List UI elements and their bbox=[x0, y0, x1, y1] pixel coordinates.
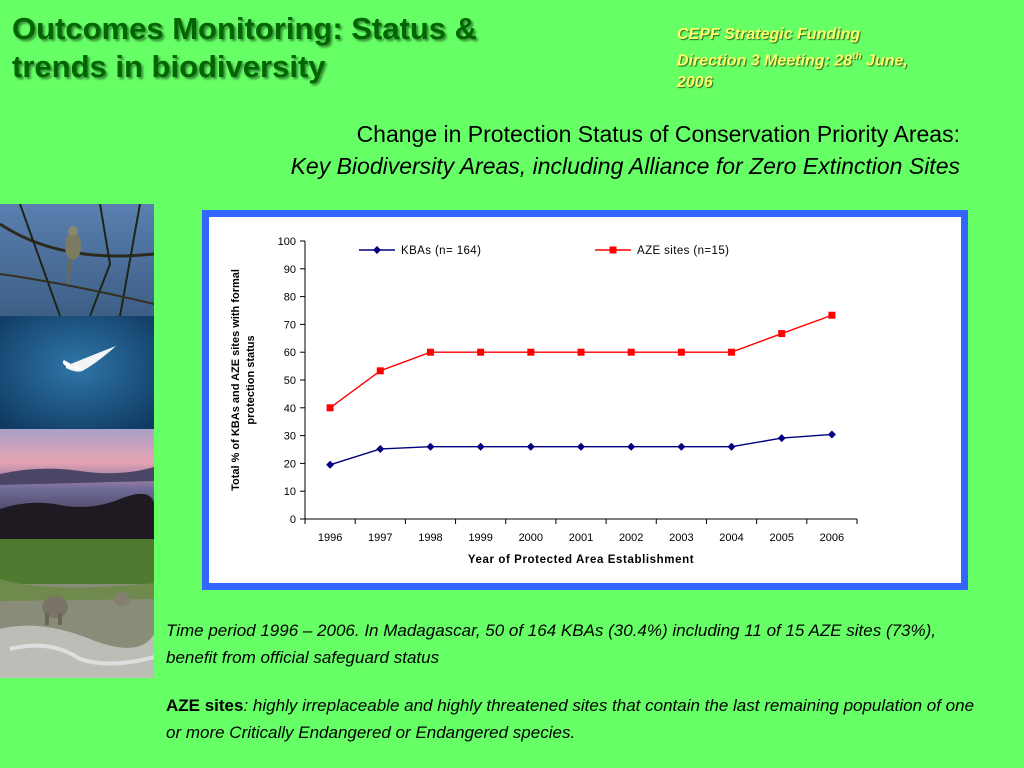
kba-data-point bbox=[577, 442, 585, 451]
chart-heading-line-1: Change in Protection Status of Conservat… bbox=[356, 121, 960, 147]
y-tick-label: 70 bbox=[284, 319, 296, 331]
x-tick-label: 2006 bbox=[820, 532, 844, 544]
protection-status-line-chart: 0 10 20 30 40 50 60 70 80 90 100 1996 1997 1998 1999 20… bbox=[230, 236, 858, 566]
x-tick-label: 1998 bbox=[418, 532, 442, 544]
kba-data-point bbox=[827, 430, 836, 439]
x-tick-label: 2003 bbox=[669, 532, 693, 544]
y-tick-label: 30 bbox=[284, 431, 296, 443]
x-tick-label: 1996 bbox=[318, 532, 342, 544]
chart-area: 0 10 20 30 40 50 60 70 80 90 100 1996 1997 1998 1999 20… bbox=[209, 217, 961, 583]
aze-data-point bbox=[376, 367, 384, 375]
x-axis-title: Year of Protected Area Establishment bbox=[468, 554, 694, 566]
y-tick-label: 50 bbox=[284, 375, 296, 387]
y-tick-label: 90 bbox=[284, 264, 296, 276]
aze-data-point bbox=[426, 348, 434, 356]
meeting-line-1: CEPF Strategic Funding bbox=[677, 26, 861, 43]
aze-definition-note: AZE sites: highly irreplaceable and high… bbox=[166, 692, 986, 746]
page-title: Outcomes Monitoring: Status & trends in … bbox=[12, 11, 477, 84]
chart-heading: Change in Protection Status of Conservat… bbox=[291, 118, 960, 182]
chart-heading-line-2: Key Biodiversity Areas, including Allian… bbox=[290, 153, 960, 179]
y-axis-title-line-2: protection status bbox=[245, 335, 257, 424]
aze-data-point bbox=[778, 330, 786, 338]
meeting-line-2: Direction 3 Meeting: 28th June, bbox=[677, 51, 908, 70]
chart-frame: 0 10 20 30 40 50 60 70 80 90 100 1996 1997 1998 1999 20… bbox=[202, 210, 968, 590]
legend-marker-aze bbox=[609, 246, 617, 254]
aze-data-point bbox=[326, 404, 334, 412]
kba-data-point bbox=[777, 434, 786, 443]
kba-data-point bbox=[476, 442, 485, 451]
misty-forest-dusk-photo bbox=[0, 429, 154, 539]
aze-data-point bbox=[477, 348, 485, 356]
x-tick-label: 1997 bbox=[368, 532, 392, 544]
x-tick-label: 2005 bbox=[769, 532, 793, 544]
aze-data-point bbox=[627, 348, 635, 356]
aze-definition: : highly irreplaceable and highly threat… bbox=[166, 696, 975, 742]
photo-strip bbox=[0, 204, 154, 678]
kba-data-point bbox=[376, 444, 385, 453]
y-tick-label: 40 bbox=[284, 403, 296, 415]
y-tick-label: 80 bbox=[284, 292, 296, 304]
series-line-aze bbox=[329, 314, 833, 409]
bird-on-branch-photo bbox=[0, 204, 154, 316]
kba-data-point bbox=[627, 442, 636, 451]
elephants-at-waterhole-photo bbox=[0, 539, 154, 678]
y-tick-label: 0 bbox=[290, 514, 296, 526]
aze-data-point bbox=[828, 311, 836, 319]
y-axis-title-line-1: Total % of KBAs and AZE sites with forma… bbox=[230, 269, 242, 491]
kba-data-point bbox=[727, 442, 736, 451]
aze-term: AZE sites bbox=[166, 696, 244, 715]
meeting-line-3: 2006 bbox=[677, 74, 713, 92]
x-tick-label: 2001 bbox=[569, 532, 593, 544]
meeting-info: CEPF Strategic Funding Direction 3 Meeti… bbox=[677, 24, 977, 94]
aze-data-point bbox=[728, 348, 736, 356]
x-tick-label: 2004 bbox=[719, 532, 743, 544]
kba-data-point bbox=[426, 442, 435, 451]
x-tick-label: 1999 bbox=[468, 532, 492, 544]
aze-data-point bbox=[577, 348, 585, 356]
kba-data-point bbox=[677, 442, 686, 451]
y-tick-label: 20 bbox=[284, 458, 296, 470]
legend-label-kba: KBAs (n= 164) bbox=[401, 245, 481, 257]
y-tick-label: 60 bbox=[284, 347, 296, 359]
y-tick-label: 10 bbox=[284, 486, 296, 498]
legend-label-aze: AZE sites (n=15) bbox=[637, 245, 729, 257]
aze-data-point bbox=[677, 348, 685, 356]
legend-marker-kba bbox=[373, 246, 381, 254]
x-tick-label: 2002 bbox=[619, 532, 643, 544]
kba-data-point bbox=[526, 442, 535, 451]
kba-data-point bbox=[326, 460, 335, 469]
aze-data-point bbox=[527, 348, 535, 356]
time-period-note: Time period 1996 – 2006. In Madagascar, … bbox=[166, 621, 937, 667]
y-tick-label: 100 bbox=[278, 236, 296, 248]
white-seabird-in-flight-photo bbox=[0, 316, 154, 429]
x-tick-label: 2000 bbox=[519, 532, 543, 544]
